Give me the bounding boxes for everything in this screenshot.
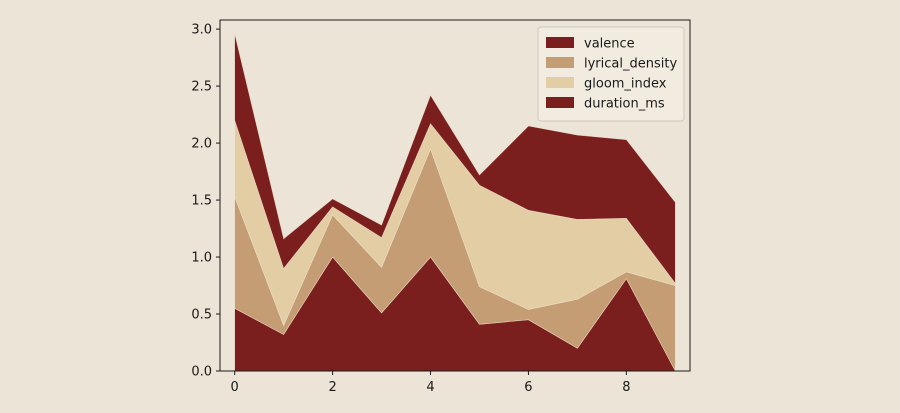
- y-tick-label: 0.5: [191, 308, 212, 323]
- x-axis: 0 2 4 6 8: [231, 371, 630, 395]
- plot-frame: [219, 19, 691, 372]
- legend-label: valence: [584, 37, 635, 52]
- y-tick-label: 2.0: [191, 137, 212, 152]
- y-axis: 0.0 0.5 1.0 1.5 2.0 2.5 3.0: [191, 23, 220, 380]
- area-duration-ms: [234, 33, 676, 285]
- y-tick-label: 1.0: [191, 251, 212, 266]
- x-tick-label: 8: [622, 380, 630, 395]
- x-tick-label: 6: [524, 380, 532, 395]
- y-tick-label: 2.5: [191, 80, 212, 95]
- x-tick-label: 2: [328, 380, 336, 395]
- x-tick-label: 4: [426, 380, 434, 395]
- x-tick-label: 0: [231, 380, 239, 395]
- legend-swatch: [546, 57, 574, 68]
- legend-box: [537, 26, 685, 122]
- y-tick-label: 3.0: [191, 23, 212, 38]
- y-tick-label: 1.5: [191, 194, 212, 209]
- legend-swatch: [546, 97, 574, 108]
- legend-swatch: [546, 37, 574, 48]
- y-tick-label: 0.0: [191, 365, 212, 380]
- legend-label: duration_ms: [584, 97, 665, 112]
- legend-label: gloom_index: [584, 77, 667, 92]
- legend-label: lyrical_density: [584, 57, 677, 72]
- legend: valence lyrical_density gloom_indexduratio…: [537, 26, 685, 122]
- legend-swatch: [546, 77, 574, 88]
